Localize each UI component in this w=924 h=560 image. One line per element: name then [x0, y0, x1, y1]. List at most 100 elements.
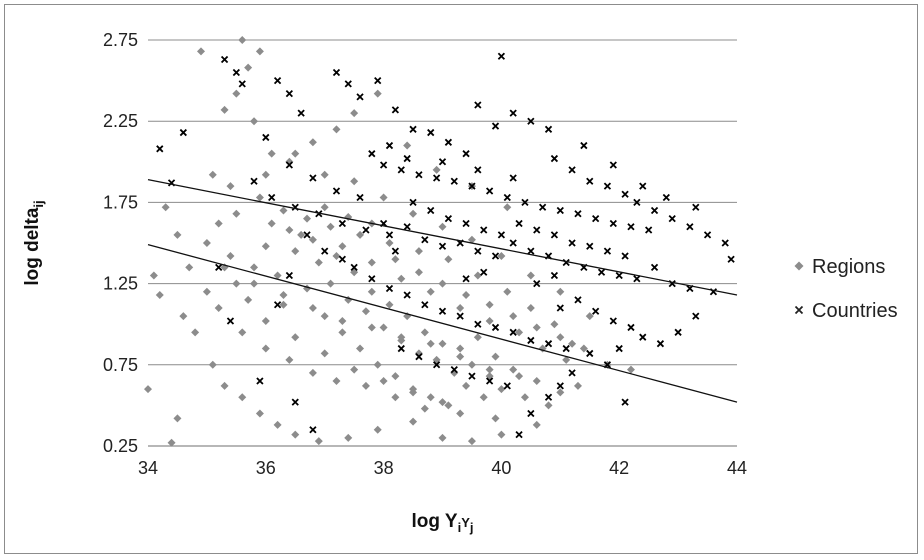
- country-point: [609, 161, 617, 169]
- country-point: [550, 271, 559, 280]
- region-point: [320, 203, 329, 212]
- countries-trendline: [147, 179, 738, 296]
- region-point: [244, 295, 253, 304]
- country-point: [491, 122, 500, 130]
- region-point: [585, 312, 594, 321]
- country-point: [562, 344, 570, 353]
- country-point: [538, 203, 547, 211]
- legend: Regions Countries: [794, 256, 898, 322]
- country-point: [215, 263, 223, 271]
- region-point: [391, 393, 400, 402]
- country-point: [556, 382, 564, 390]
- region-point: [279, 290, 288, 299]
- country-point: [468, 372, 476, 380]
- country-point: [491, 323, 500, 332]
- legend-x-marker: [794, 305, 804, 315]
- country-point: [220, 55, 229, 64]
- region-point: [297, 230, 306, 239]
- country-point: [497, 52, 506, 60]
- region-point: [420, 404, 429, 413]
- region-point: [391, 255, 400, 264]
- region-point: [167, 438, 176, 447]
- region-point: [220, 381, 229, 390]
- region-point: [344, 433, 353, 442]
- country-point: [309, 426, 317, 434]
- region-point: [479, 393, 488, 402]
- country-point: [533, 279, 541, 288]
- region-point: [350, 177, 359, 186]
- country-point: [597, 268, 606, 276]
- region-point: [279, 300, 288, 309]
- region-point: [273, 420, 282, 429]
- region-point: [350, 365, 359, 374]
- country-point: [527, 409, 535, 418]
- country-point: [556, 304, 564, 312]
- country-point: [226, 317, 235, 325]
- country-point: [474, 166, 482, 174]
- country-point: [268, 193, 276, 202]
- region-point: [332, 251, 341, 260]
- region-point: [456, 352, 465, 361]
- country-point: [397, 344, 405, 353]
- region-point: [379, 377, 388, 386]
- region-point: [515, 328, 524, 337]
- country-point: [580, 141, 588, 150]
- region-point: [261, 170, 270, 179]
- region-point: [255, 409, 264, 418]
- country-point: [527, 247, 535, 255]
- region-point: [356, 230, 365, 239]
- country-point: [238, 80, 246, 88]
- region-point: [520, 393, 529, 402]
- country-point: [586, 177, 594, 185]
- region-point: [361, 307, 370, 316]
- region-point: [155, 290, 164, 299]
- region-point: [426, 287, 435, 296]
- country-point: [468, 182, 476, 190]
- country-point: [356, 193, 364, 202]
- country-point: [550, 154, 559, 163]
- region-point: [173, 230, 182, 239]
- country-point: [609, 219, 617, 228]
- region-point: [556, 287, 565, 296]
- region-point: [379, 193, 388, 202]
- country-point: [250, 177, 258, 185]
- country-point: [586, 349, 594, 358]
- country-point: [303, 231, 311, 239]
- region-point: [220, 105, 229, 114]
- country-point: [450, 177, 458, 185]
- region-point: [250, 263, 259, 272]
- y-tick-label: 1.75: [103, 192, 138, 212]
- country-point: [621, 190, 629, 198]
- country-point: [574, 296, 582, 304]
- y-tick-label: 2.75: [103, 30, 138, 50]
- country-point: [485, 377, 494, 385]
- country-point: [409, 125, 417, 133]
- region-point: [202, 287, 211, 296]
- country-point: [503, 382, 511, 390]
- country-point: [480, 268, 488, 276]
- legend-label-regions: Regions: [812, 256, 885, 278]
- region-point: [367, 258, 376, 267]
- region-point: [385, 300, 394, 309]
- country-point: [474, 247, 482, 255]
- country-point: [633, 198, 641, 207]
- region-point: [515, 372, 524, 381]
- country-point: [633, 275, 641, 283]
- country-point: [350, 263, 358, 271]
- region-point: [320, 312, 329, 321]
- region-point: [238, 328, 247, 337]
- country-point: [692, 312, 700, 320]
- region-point: [279, 206, 288, 215]
- country-point: [544, 393, 553, 401]
- country-point: [509, 174, 517, 182]
- region-point: [485, 365, 494, 374]
- country-point: [491, 252, 500, 260]
- region-point: [291, 149, 300, 158]
- x-tick-label: 44: [727, 458, 747, 478]
- country-point: [568, 239, 576, 247]
- country-point: [609, 317, 617, 325]
- region-point: [414, 268, 423, 277]
- country-point: [515, 430, 523, 439]
- country-point: [592, 215, 600, 223]
